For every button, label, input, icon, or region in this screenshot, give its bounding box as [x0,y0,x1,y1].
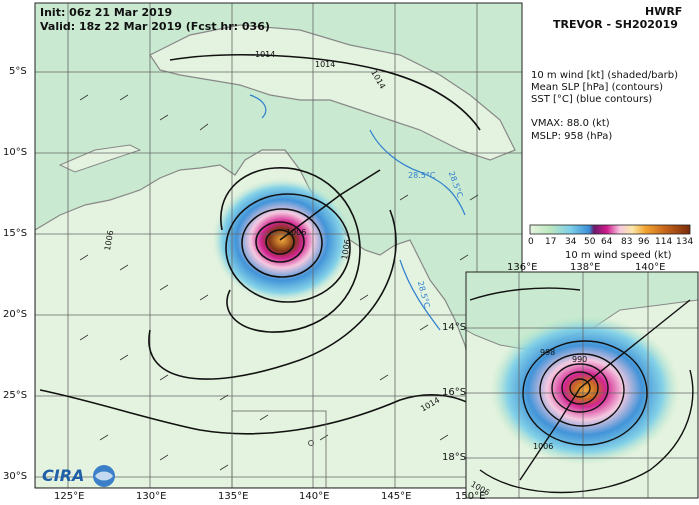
lat-label: 10°S [3,147,28,158]
inset-lat-label: 18°S [442,452,467,463]
cira-logo [93,465,115,487]
inset-lat-label: 16°S [442,387,467,398]
lat-label: 20°S [3,309,28,320]
main-map [35,3,522,488]
contour-label: 1014 [315,60,336,69]
colorbar-tick: 17 [545,237,557,247]
inset-map [466,272,698,498]
model-name: HWRF [645,5,683,18]
main-map-frame [34,2,523,489]
contour-label: 1006 [286,228,307,237]
lon-label: 150°E [455,491,486,502]
inset-contour-label: 990 [572,355,588,364]
legend-line-slp: Mean SLP [hPa] (contours) [531,82,664,93]
lon-label: 135°E [218,491,249,502]
colorbar-tick: 50 [584,237,596,247]
lon-label: 125°E [54,491,85,502]
vmax-readout: VMAX: 88.0 (kt) [531,118,610,129]
lat-label: 15°S [3,228,28,239]
lat-label: 5°S [9,66,27,77]
cira-logo-text: CIRA [42,466,85,485]
colorbar [529,224,691,235]
colorbar-tick: 96 [638,237,650,247]
colorbar-tick: 0 [528,237,534,247]
lon-label: 145°E [381,491,412,502]
colorbar-tick: 34 [565,237,577,247]
inset-lat-label: 14°S [442,322,467,333]
legend-line-sst: SST [°C] (blue contours) [531,94,653,105]
inset-contour-label: 1006 [533,442,554,451]
inset-contour-label: 998 [540,348,556,357]
lat-label: 30°S [3,471,28,482]
inset-lon-label: 138°E [570,262,601,273]
lat-label: 25°S [3,390,28,401]
lon-label: 140°E [299,491,330,502]
colorbar-tick: 114 [655,237,673,247]
inset-lon-label: 140°E [635,262,666,273]
lon-label: 130°E [136,491,167,502]
colorbar-label: 10 m wind speed (kt) [565,250,672,261]
valid-time: Valid: 18z 22 Mar 2019 (Fcst hr: 036) [40,20,270,33]
colorbar-tick: 64 [601,237,613,247]
mslp-readout: MSLP: 958 (hPa) [531,131,613,142]
slp-contours [39,54,481,435]
init-time: Init: 06z 21 Mar 2019 [40,6,173,19]
contour-label: 1014 [255,50,276,59]
inset-lon-label: 136°E [507,262,538,273]
colorbar-tick: 134 [676,237,694,247]
storm-name: TREVOR - SH202019 [553,18,678,31]
wind-barbs [79,94,479,471]
legend-line-wind: 10 m wind [kt] (shaded/barb) [531,70,678,81]
colorbar-tick: 83 [621,237,633,247]
inset-map-frame [465,271,699,499]
sst-contours [249,94,466,331]
sst-label: 28.5°C [408,171,436,180]
